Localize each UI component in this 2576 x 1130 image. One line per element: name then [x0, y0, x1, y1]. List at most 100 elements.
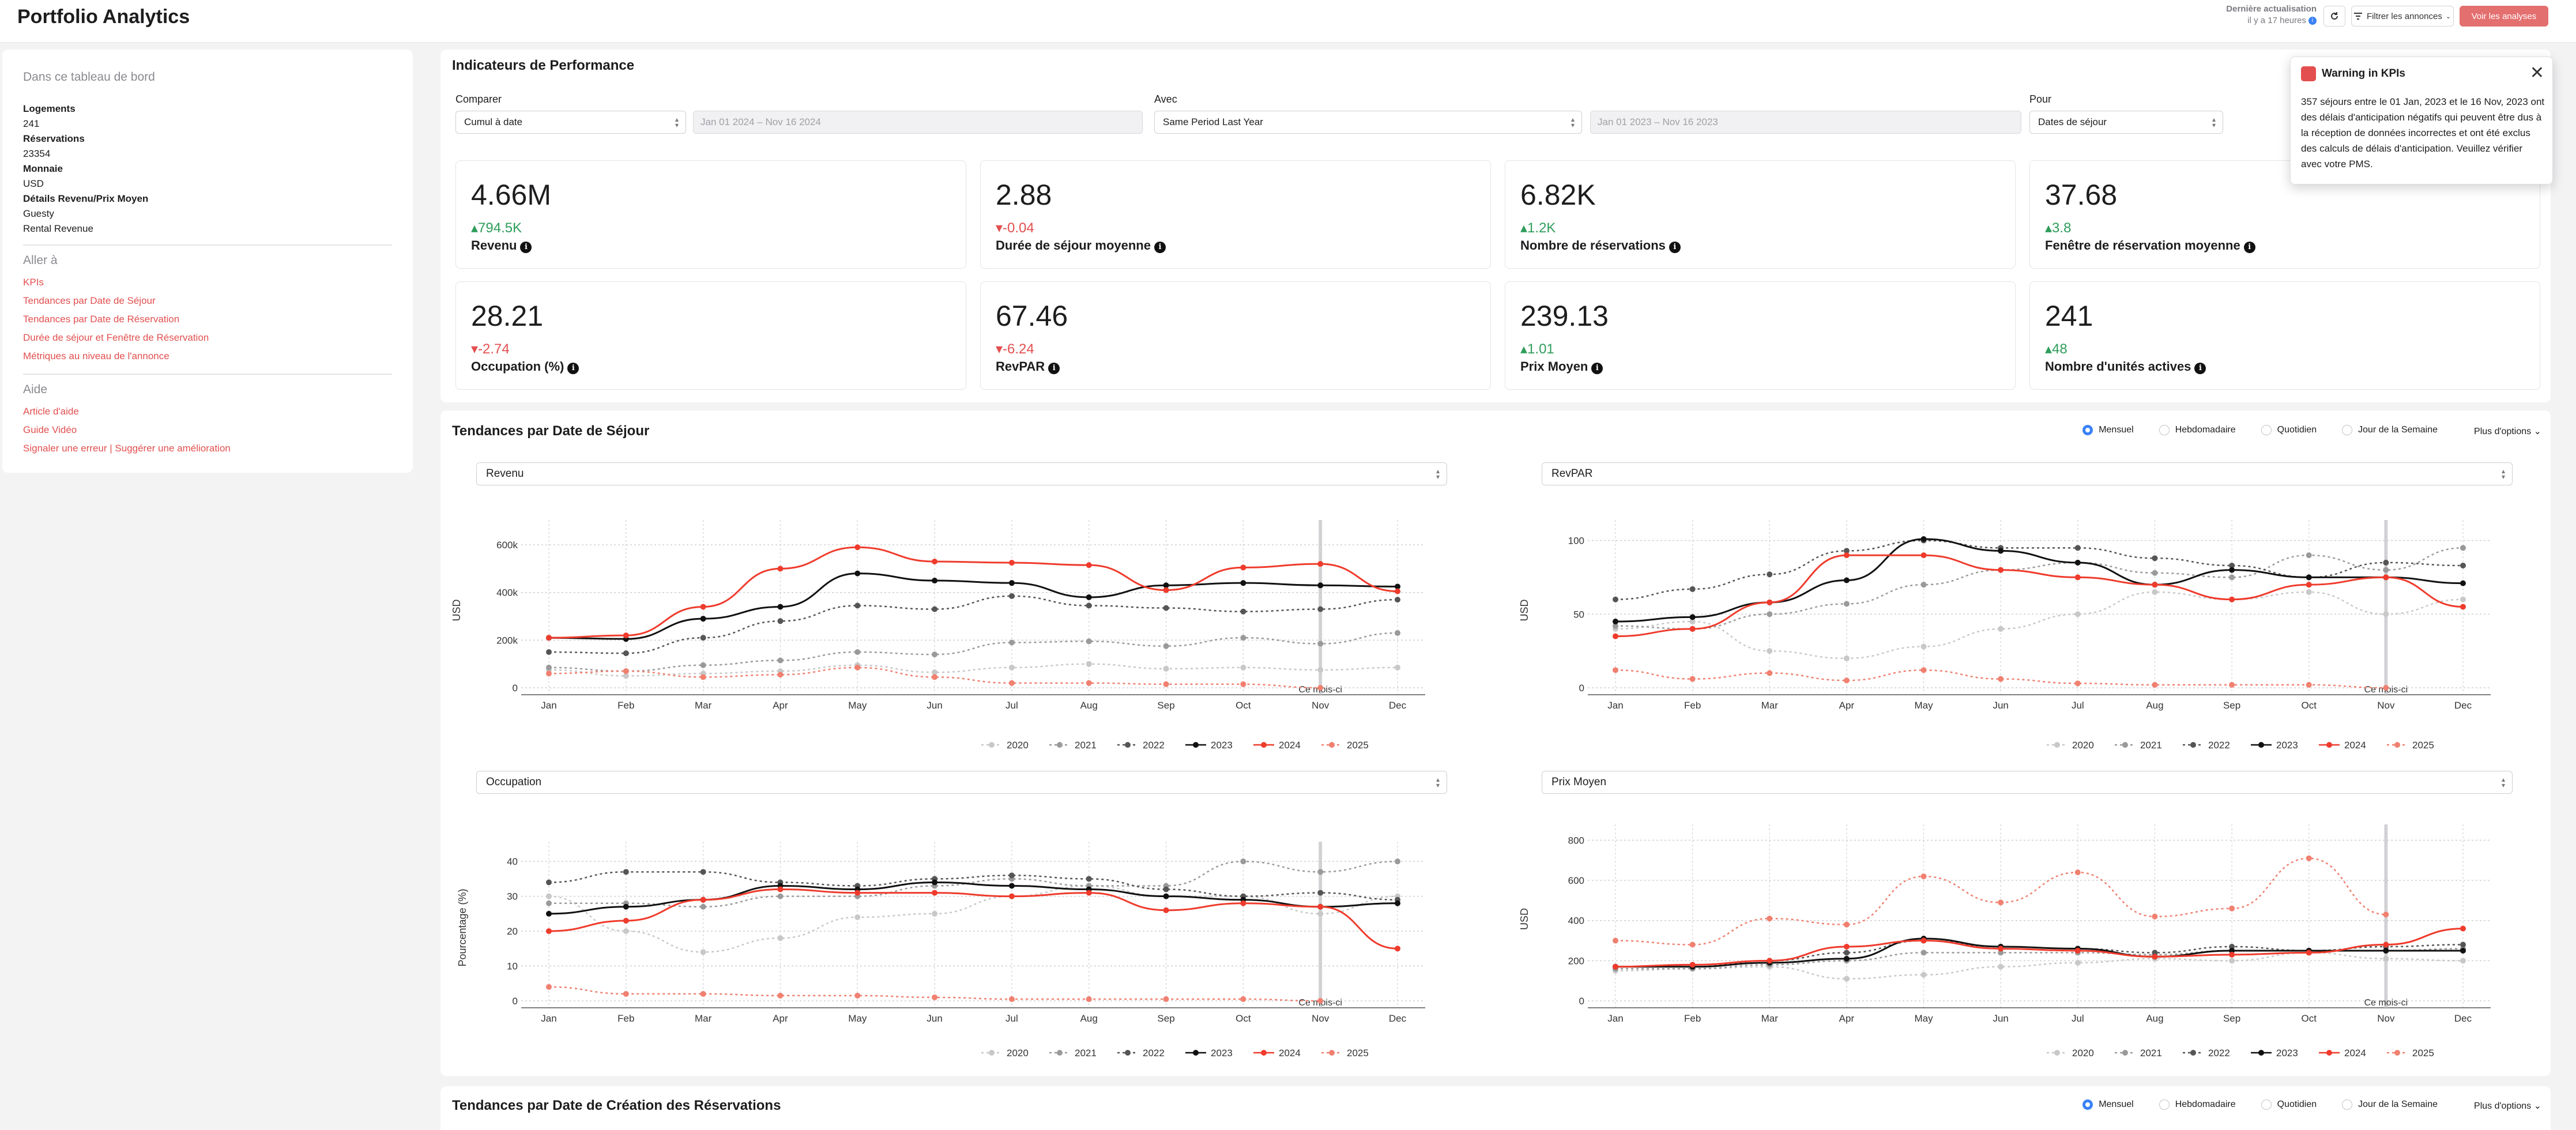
kpi-delta-value: 1.2K	[1527, 220, 1556, 236]
view-analyses-button[interactable]: Voir les analyses	[2460, 6, 2548, 27]
filter-listings-button[interactable]: Filtrer les annonces ⌄	[2351, 6, 2454, 27]
info-icon[interactable]: i	[1591, 363, 1603, 374]
sidebar: Dans ce tableau de bord Logements 241 Ré…	[2, 50, 413, 473]
help-heading: Aide	[23, 383, 48, 396]
warning-title: Warning in KPIs	[2322, 67, 2405, 80]
compare-label: Comparer	[455, 93, 502, 105]
option-label: Jour de la Semaine	[2358, 1099, 2438, 1109]
kpi-label-text: Nombre de réservations	[1520, 238, 1666, 253]
option-label: Hebdomadaire	[2175, 1099, 2236, 1109]
kpi-section-title: Indicateurs de Performance	[452, 58, 635, 73]
info-icon[interactable]: i	[2194, 363, 2206, 374]
goto-link-stay-trends[interactable]: Tendances par Date de Séjour	[23, 295, 156, 306]
kpi-delta-value: 48	[2052, 341, 2067, 357]
kpi-label-text: Occupation (%)	[471, 359, 564, 374]
kpi-label: Durée de séjour moyenne i	[996, 238, 1166, 253]
kpi-label: Nombre d'unités actives i	[2045, 359, 2206, 374]
kpi-value: 6.82K	[1520, 179, 1596, 211]
goto-heading: Aller à	[23, 254, 58, 267]
warning-body: 357 séjours entre le 01 Jan, 2023 et le …	[2301, 96, 2545, 170]
compare-select[interactable]: Cumul à date ▴ ▾	[455, 111, 686, 134]
kpi-card: 67.46 ▾-6.24 RevPAR i	[980, 281, 1491, 390]
radio-icon	[2342, 1099, 2353, 1110]
option-daily[interactable]: Quotidien	[2261, 1099, 2317, 1110]
info-icon[interactable]: i	[520, 242, 532, 253]
arrow-down-icon: ▾	[996, 220, 1003, 236]
option-daily[interactable]: Quotidien	[2261, 425, 2317, 435]
arrow-up-icon: ▴	[2045, 220, 2052, 236]
info-icon[interactable]: i	[2308, 17, 2317, 25]
radio-icon	[2082, 425, 2093, 435]
radio-icon	[2082, 1099, 2093, 1110]
for-label: Pour	[2029, 93, 2052, 105]
arrow-up-icon: ▴	[1520, 341, 1528, 357]
kpi-label: Revenu i	[471, 238, 532, 253]
last-update: Dernière actualisation il y a 17 heures i	[2226, 3, 2317, 27]
radio-icon	[2159, 1099, 2170, 1110]
option-weekly[interactable]: Hebdomadaire	[2159, 425, 2236, 435]
detail-value: USD	[23, 178, 44, 189]
info-icon[interactable]: i	[567, 363, 579, 374]
chart-metric-label: Occupation	[486, 776, 542, 788]
help-link-article[interactable]: Article d'aide	[23, 406, 79, 417]
kpi-label: Prix Moyen i	[1520, 359, 1603, 374]
refresh-button[interactable]	[2323, 6, 2345, 27]
info-icon[interactable]: i	[1048, 363, 1060, 374]
kpi-label-text: RevPAR	[996, 359, 1045, 374]
option-monthly[interactable]: Mensuel	[2082, 1099, 2134, 1110]
chart-metric-select-2[interactable]: RevPAR ▴ ▾	[1542, 462, 2513, 485]
chevron-down-icon: ⌄	[2533, 427, 2541, 436]
kpi-delta-value: 1.01	[1527, 341, 1554, 357]
option-monthly[interactable]: Mensuel	[2082, 425, 2134, 435]
option-weekday[interactable]: Jour de la Semaine	[2342, 425, 2438, 435]
compare-value: Cumul à date	[464, 116, 523, 127]
for-value: Dates de séjour	[2038, 116, 2107, 127]
arrow-up-icon: ▴	[471, 220, 479, 236]
kpi-label: Occupation (%) i	[471, 359, 579, 374]
kpi-delta: ▾-2.74	[471, 341, 510, 357]
chart-metric-label: Prix Moyen	[1551, 776, 1607, 788]
goto-link-stay-length[interactable]: Durée de séjour et Fenêtre de Réservatio…	[23, 332, 209, 343]
info-icon[interactable]: i	[1669, 242, 1681, 253]
chart-metric-label: RevPAR	[1551, 468, 1593, 480]
updown-icon: ▴ ▾	[1436, 775, 1440, 789]
arrow-up-icon: ▴	[1520, 220, 1528, 236]
kpi-label-text: Revenu	[471, 238, 517, 253]
kpi-value: 28.21	[471, 300, 544, 332]
option-label: Quotidien	[2277, 425, 2317, 435]
kpi-delta: ▴48	[2045, 341, 2067, 357]
kpi-value: 241	[2045, 300, 2093, 332]
trends-section-title: Tendances par Date de Séjour	[452, 423, 650, 439]
help-link-report[interactable]: Signaler une erreur | Suggérer une améli…	[23, 443, 231, 454]
more-options-button[interactable]: Plus d'options ⌄	[2474, 425, 2541, 437]
chart-metric-select-3[interactable]: Occupation ▴ ▾	[476, 771, 1447, 794]
option-weekday[interactable]: Jour de la Semaine	[2342, 1099, 2438, 1110]
booking-section-title: Tendances par Date de Création des Réser…	[452, 1098, 781, 1113]
kpi-delta-value: -2.74	[478, 341, 510, 357]
info-icon[interactable]: i	[1154, 242, 1166, 253]
goto-link-kpis[interactable]: KPIs	[23, 277, 44, 288]
updown-icon: ▴ ▾	[2501, 467, 2505, 481]
chart-metric-select-1[interactable]: Revenu ▴ ▾	[476, 462, 1447, 485]
radio-icon	[2342, 425, 2353, 435]
detail-value: Guesty	[23, 208, 54, 219]
divider	[23, 374, 392, 375]
updown-icon: ▴ ▾	[1436, 467, 1440, 481]
goto-link-listing-metrics[interactable]: Métriques au niveau de l'annonce	[23, 351, 170, 361]
close-icon[interactable]: ✕	[2529, 63, 2544, 82]
for-select[interactable]: Dates de séjour ▴ ▾	[2029, 111, 2223, 134]
detail-value: Rental Revenue	[23, 223, 93, 234]
help-link-video[interactable]: Guide Vidéo	[23, 424, 77, 435]
chart-metric-select-4[interactable]: Prix Moyen ▴ ▾	[1542, 771, 2513, 794]
goto-link-booking-trends[interactable]: Tendances par Date de Réservation	[23, 314, 180, 325]
sidebar-details: Logements 241 Réservations 23354 Monnaie…	[23, 101, 392, 236]
detail-key: Logements	[23, 103, 76, 114]
more-options-button[interactable]: Plus d'options ⌄	[2474, 1100, 2541, 1112]
info-icon[interactable]: i	[2243, 242, 2255, 253]
option-weekly[interactable]: Hebdomadaire	[2159, 1099, 2236, 1110]
kpi-label: RevPAR i	[996, 359, 1060, 374]
last-update-value: il y a 17 heures	[2247, 16, 2306, 25]
chevron-down-icon: ⌄	[2533, 1101, 2541, 1111]
filter-icon	[2353, 13, 2362, 20]
with-select[interactable]: Same Period Last Year ▴ ▾	[1154, 111, 1582, 134]
